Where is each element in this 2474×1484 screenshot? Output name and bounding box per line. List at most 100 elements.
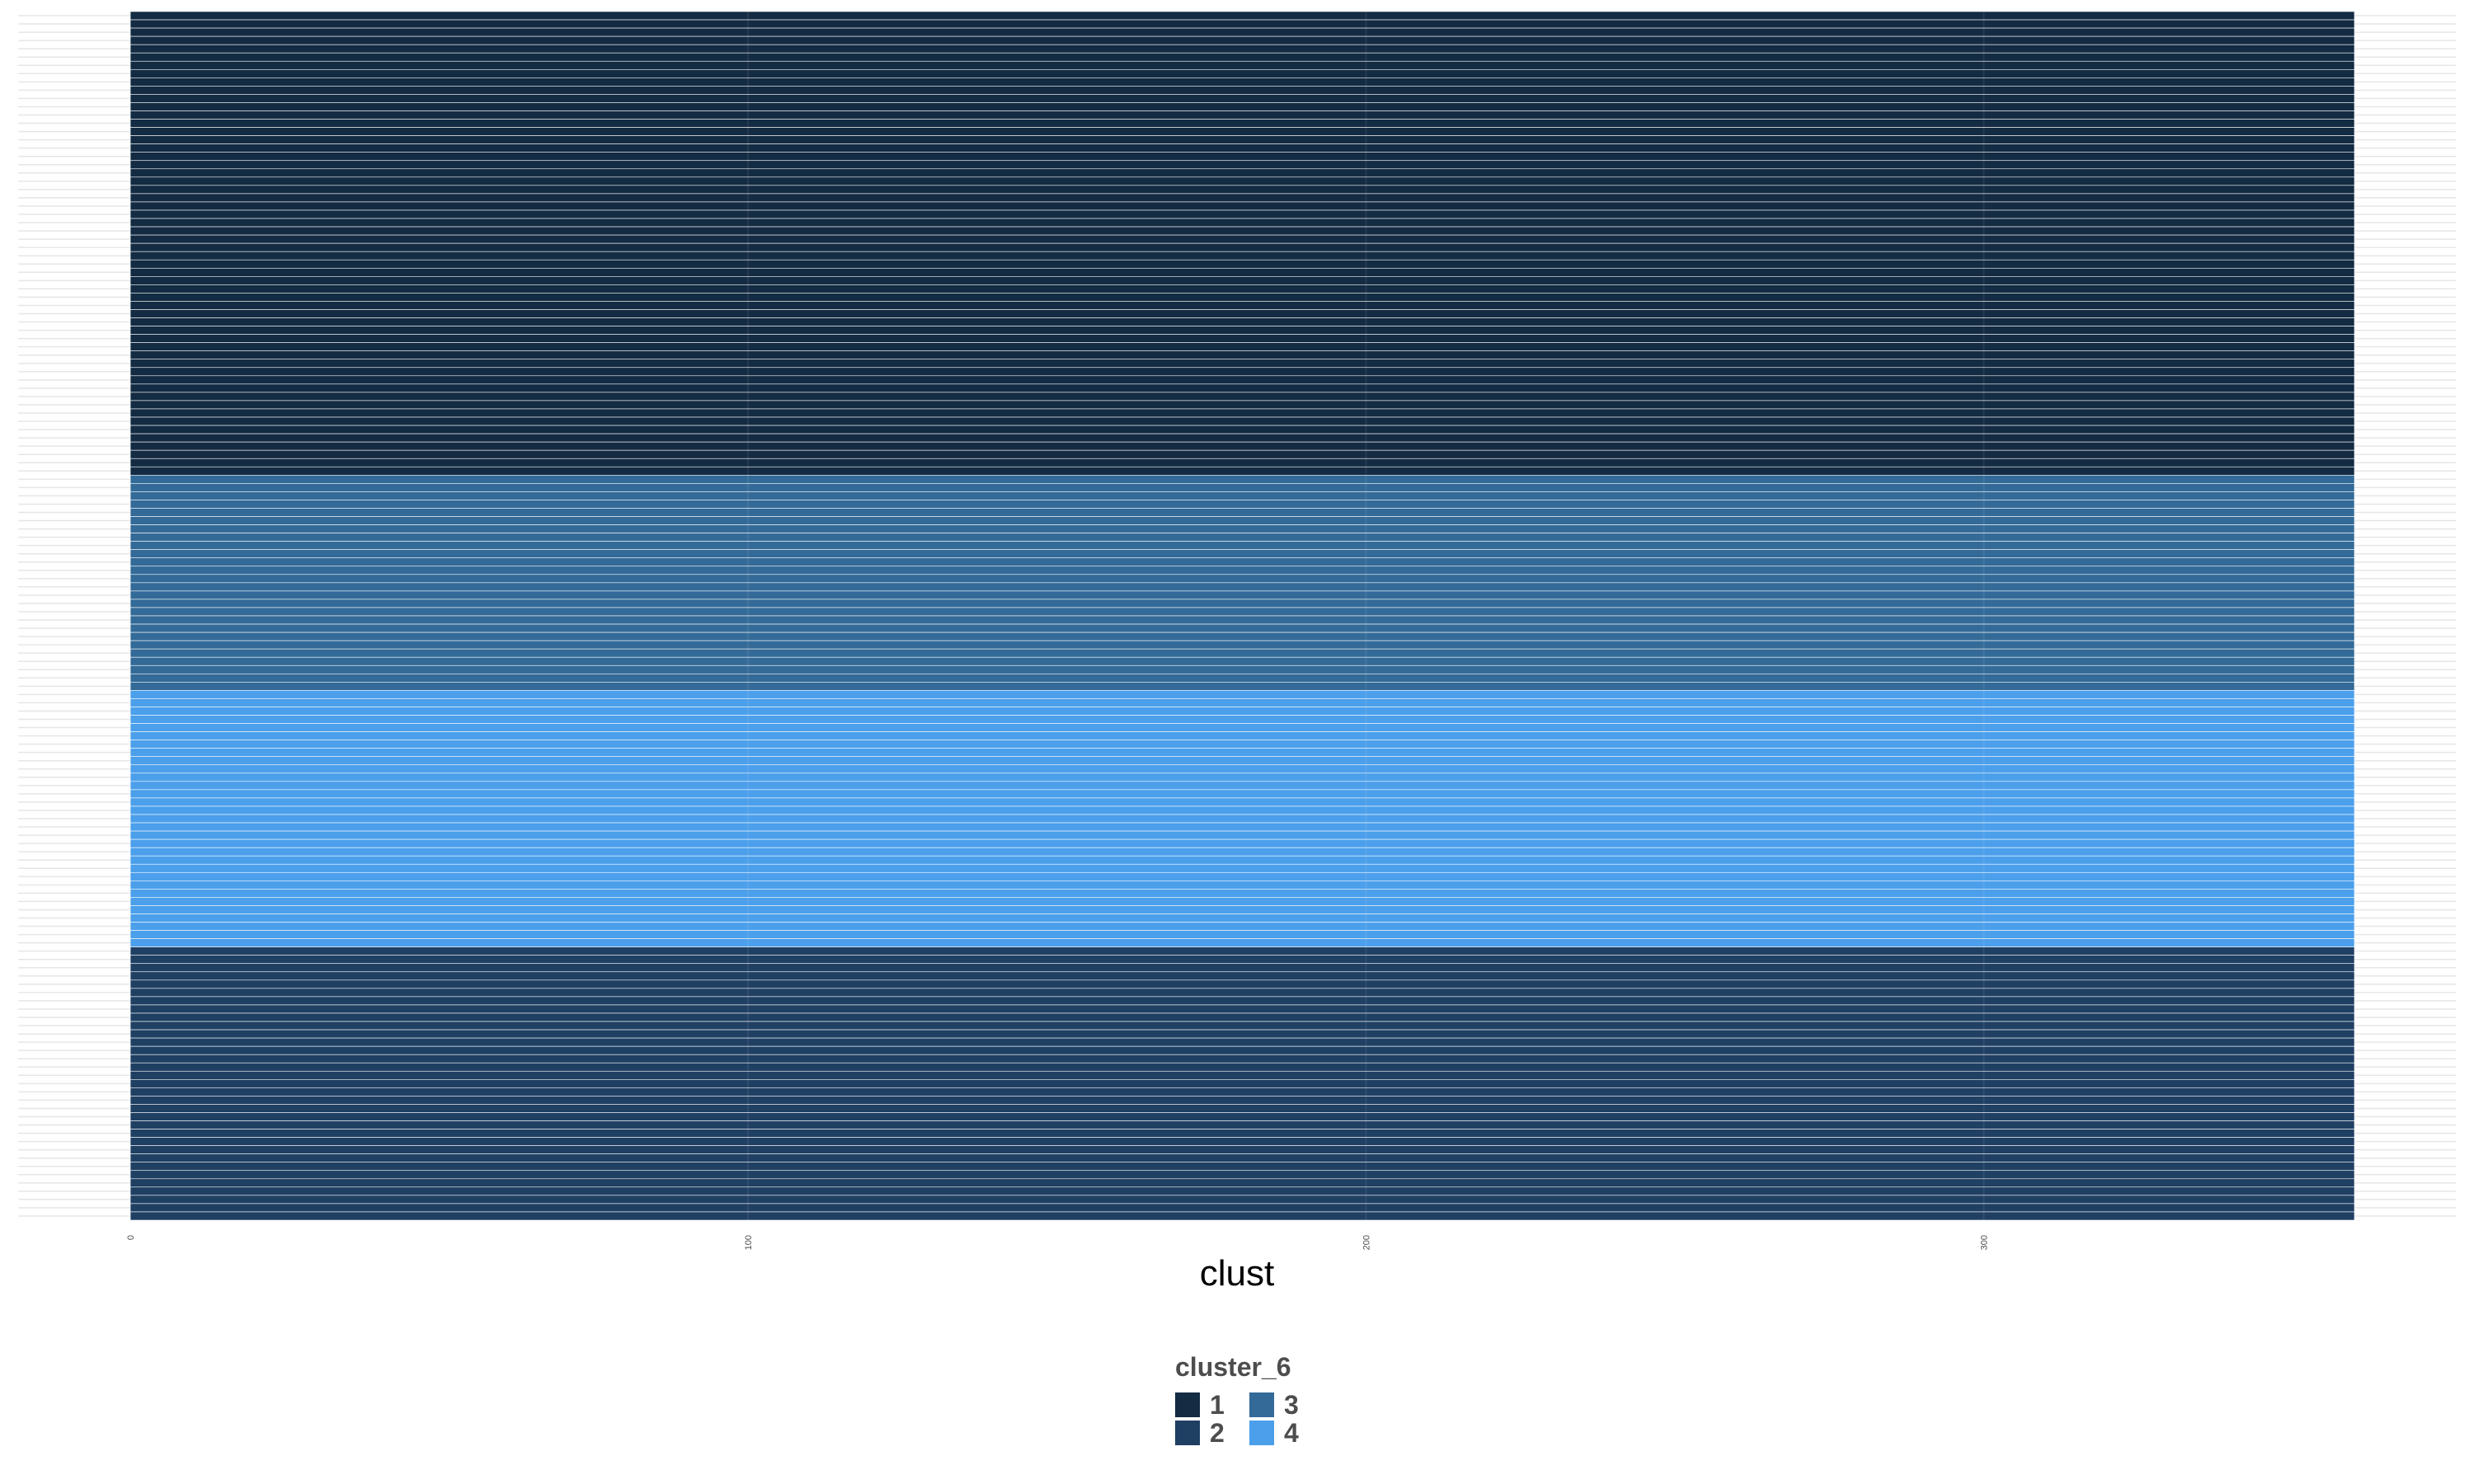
bar-cluster-4: [129, 797, 2355, 807]
bar-cluster-1: [129, 458, 2355, 467]
bar-cluster-2: [129, 1037, 2355, 1047]
bar-cluster-1: [129, 176, 2355, 186]
bar-cluster-2: [129, 1120, 2355, 1129]
bar-cluster-2: [129, 1195, 2355, 1205]
bar-cluster-1: [129, 383, 2355, 393]
bar-cluster-2: [129, 971, 2355, 981]
bar-cluster-2: [129, 1004, 2355, 1014]
bar-cluster-1: [129, 326, 2355, 335]
bar-cluster-1: [129, 110, 2355, 120]
bar-cluster-4: [129, 922, 2355, 931]
bar-cluster-2: [129, 1203, 2355, 1213]
bar-cluster-1: [129, 27, 2355, 37]
bar-cluster-1: [129, 68, 2355, 78]
legend-item-4: 4: [1249, 1417, 1324, 1448]
bar-cluster-3: [129, 590, 2355, 600]
legend-key-2: [1175, 1421, 1200, 1445]
bar-cluster-4: [129, 938, 2355, 947]
bar-cluster-3: [129, 541, 2355, 550]
bar-cluster-4: [129, 847, 2355, 857]
legend-label-1: 1: [1210, 1389, 1225, 1420]
bar-cluster-4: [129, 715, 2355, 724]
bar-cluster-3: [129, 483, 2355, 492]
bar-cluster-2: [129, 946, 2355, 956]
bar-cluster-2: [129, 1096, 2355, 1105]
bar-cluster-2: [129, 1045, 2355, 1055]
bar-cluster-1: [129, 242, 2355, 252]
x-axis-label: clust: [1199, 1253, 1275, 1294]
bar-cluster-1: [129, 60, 2355, 70]
bar-cluster-4: [129, 838, 2355, 848]
bar-cluster-1: [129, 52, 2355, 62]
bar-cluster-1: [129, 392, 2355, 402]
legend-key-3: [1249, 1392, 1274, 1417]
bar-cluster-1: [129, 309, 2355, 318]
bar-cluster-2: [129, 1029, 2355, 1039]
legend-key-4: [1249, 1421, 1274, 1445]
bar-cluster-3: [129, 508, 2355, 517]
legend-label-2: 2: [1210, 1417, 1225, 1448]
bar-cluster-1: [129, 77, 2355, 87]
bar-cluster-4: [129, 930, 2355, 939]
bar-cluster-4: [129, 764, 2355, 774]
bar-cluster-3: [129, 615, 2355, 625]
bar-cluster-3: [129, 491, 2355, 500]
bar-cluster-3: [129, 549, 2355, 559]
bar-cluster-2: [129, 1137, 2355, 1146]
bar-cluster-4: [129, 814, 2355, 824]
legend-label-4: 4: [1284, 1417, 1299, 1448]
bar-cluster-3: [129, 500, 2355, 509]
bar-cluster-2: [129, 1178, 2355, 1188]
bar-cluster-2: [129, 1112, 2355, 1121]
bar-cluster-4: [129, 781, 2355, 791]
bar-cluster-4: [129, 855, 2355, 865]
bar-cluster-1: [129, 35, 2355, 45]
bar-cluster-1: [129, 94, 2355, 103]
bar-cluster-2: [129, 1170, 2355, 1180]
bar-cluster-1: [129, 400, 2355, 410]
bar-cluster-3: [129, 524, 2355, 533]
legend-key-1: [1175, 1392, 1200, 1417]
bar-cluster-4: [129, 723, 2355, 732]
bar-cluster-2: [129, 1087, 2355, 1097]
bar-cluster-1: [129, 185, 2355, 195]
bar-cluster-1: [129, 359, 2355, 369]
x-tick-label: 0: [126, 1235, 136, 1240]
bar-cluster-3: [129, 656, 2355, 666]
bar-cluster-1: [129, 152, 2355, 162]
bar-cluster-1: [129, 11, 2355, 21]
bar-cluster-4: [129, 905, 2355, 914]
bar-cluster-1: [129, 209, 2355, 219]
bar-cluster-2: [129, 963, 2355, 973]
bar-cluster-3: [129, 566, 2355, 575]
bar-cluster-4: [129, 863, 2355, 873]
bar-cluster-1: [129, 375, 2355, 385]
bar-cluster-2: [129, 1153, 2355, 1163]
legend: cluster_6 1 2 3 4: [1175, 1352, 1324, 1448]
bar-cluster-1: [129, 168, 2355, 178]
bar-cluster-1: [129, 408, 2355, 418]
legend-title: cluster_6: [1175, 1352, 1291, 1382]
bar-cluster-3: [129, 574, 2355, 584]
bar-cluster-4: [129, 748, 2355, 757]
bar-cluster-4: [129, 690, 2355, 699]
bar-cluster-3: [129, 599, 2355, 608]
bar-cluster-4: [129, 731, 2355, 740]
bar-cluster-1: [129, 19, 2355, 29]
bar-cluster-4: [129, 897, 2355, 906]
legend-item-3: 3: [1249, 1390, 1324, 1420]
bar-cluster-4: [129, 773, 2355, 782]
bar-cluster-2: [129, 1021, 2355, 1031]
bar-cluster-1: [129, 251, 2355, 261]
bar-cluster-1: [129, 425, 2355, 434]
bar-cluster-4: [129, 789, 2355, 799]
bar-cluster-2: [129, 1186, 2355, 1196]
bar-cluster-1: [129, 416, 2355, 426]
bar-cluster-3: [129, 623, 2355, 633]
bar-cluster-1: [129, 284, 2355, 294]
bar-cluster-4: [129, 871, 2355, 881]
bar-cluster-3: [129, 632, 2355, 641]
bar-cluster-2: [129, 1012, 2355, 1022]
bar-cluster-1: [129, 234, 2355, 244]
bar-cluster-1: [129, 267, 2355, 277]
